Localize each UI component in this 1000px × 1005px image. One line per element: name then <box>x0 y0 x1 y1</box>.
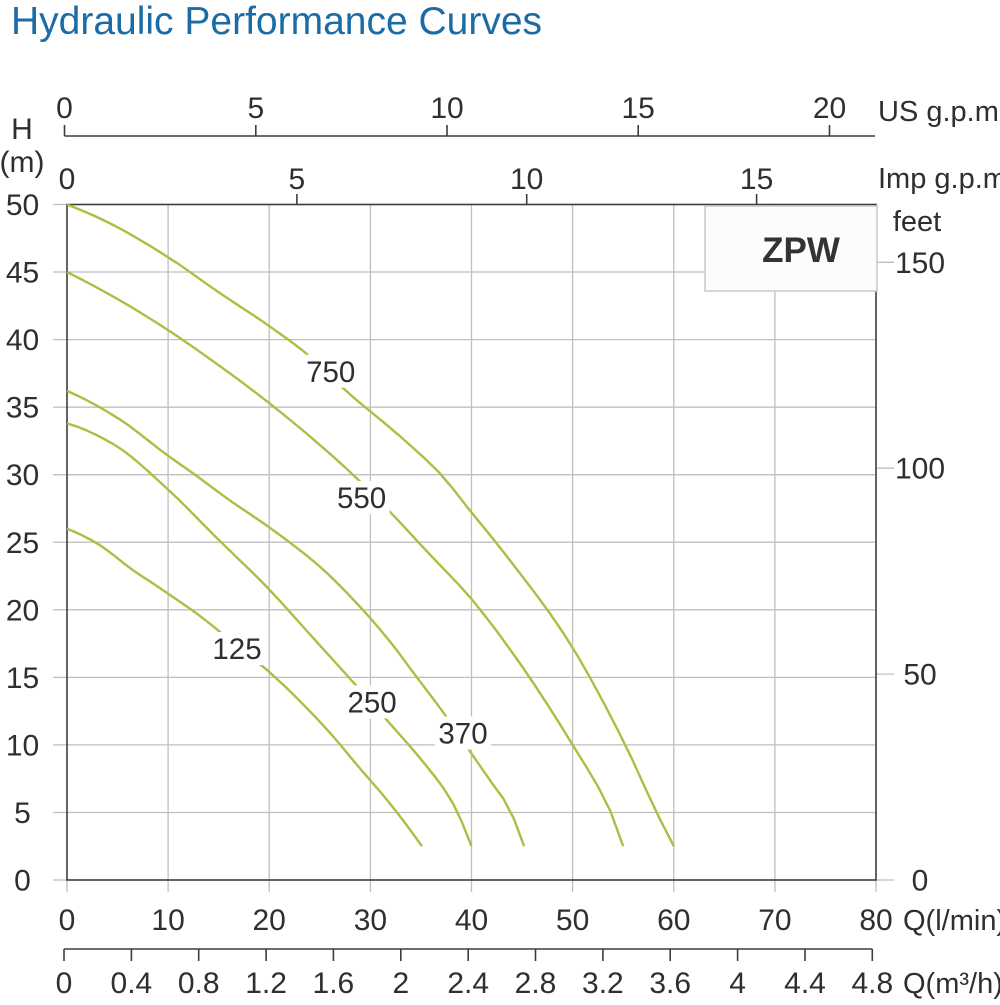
svg-text:0.4: 0.4 <box>111 967 153 1000</box>
svg-text:10: 10 <box>151 904 184 937</box>
svg-text:10: 10 <box>430 92 463 125</box>
svg-text:0: 0 <box>912 865 929 898</box>
svg-text:5: 5 <box>14 797 31 830</box>
svg-text:40: 40 <box>455 904 488 937</box>
svg-text:0.8: 0.8 <box>178 967 220 1000</box>
svg-text:0: 0 <box>56 92 73 125</box>
svg-text:0: 0 <box>56 967 73 1000</box>
svg-text:2: 2 <box>392 967 409 1000</box>
svg-text:0: 0 <box>14 865 31 898</box>
svg-text:15: 15 <box>740 163 773 196</box>
svg-text:370: 370 <box>438 718 487 751</box>
svg-text:4.8: 4.8 <box>851 967 893 1000</box>
svg-text:(m): (m) <box>0 146 44 179</box>
svg-text:50: 50 <box>903 659 936 692</box>
svg-text:1.2: 1.2 <box>245 967 287 1000</box>
svg-text:250: 250 <box>347 687 396 720</box>
svg-text:125: 125 <box>212 633 261 666</box>
svg-text:15: 15 <box>6 662 39 695</box>
svg-text:5: 5 <box>289 163 306 196</box>
svg-text:H: H <box>11 113 33 146</box>
svg-text:1.6: 1.6 <box>313 967 355 1000</box>
svg-text:70: 70 <box>758 904 791 937</box>
svg-text:4: 4 <box>729 967 746 1000</box>
svg-text:750: 750 <box>306 356 355 389</box>
svg-text:550: 550 <box>337 482 386 515</box>
svg-text:10: 10 <box>6 729 39 762</box>
svg-text:100: 100 <box>895 453 945 486</box>
svg-text:15: 15 <box>622 92 655 125</box>
svg-text:30: 30 <box>6 459 39 492</box>
svg-text:Q(l/min): Q(l/min) <box>903 905 1000 937</box>
svg-text:0: 0 <box>59 904 76 937</box>
svg-text:US g.p.m: US g.p.m <box>878 96 999 128</box>
svg-text:Imp g.p.m: Imp g.p.m <box>878 163 1000 195</box>
svg-text:50: 50 <box>6 189 39 222</box>
svg-text:25: 25 <box>6 527 39 560</box>
svg-text:ZPW: ZPW <box>762 231 840 270</box>
svg-text:60: 60 <box>657 904 690 937</box>
svg-text:40: 40 <box>6 324 39 357</box>
svg-text:30: 30 <box>354 904 387 937</box>
svg-text:2.8: 2.8 <box>515 967 557 1000</box>
svg-text:5: 5 <box>247 92 264 125</box>
svg-text:2.4: 2.4 <box>447 967 489 1000</box>
svg-text:50: 50 <box>556 904 589 937</box>
svg-text:0: 0 <box>59 163 76 196</box>
svg-text:45: 45 <box>6 257 39 290</box>
svg-text:20: 20 <box>813 92 846 125</box>
svg-text:80: 80 <box>859 904 892 937</box>
svg-text:20: 20 <box>6 594 39 627</box>
svg-text:4.4: 4.4 <box>784 967 826 1000</box>
svg-text:3.6: 3.6 <box>649 967 691 1000</box>
svg-text:Q(m³/h): Q(m³/h) <box>903 968 1000 1000</box>
svg-text:35: 35 <box>6 392 39 425</box>
svg-text:20: 20 <box>253 904 286 937</box>
svg-text:3.2: 3.2 <box>582 967 624 1000</box>
svg-text:10: 10 <box>510 163 543 196</box>
svg-text:feet: feet <box>893 206 941 238</box>
svg-text:150: 150 <box>895 247 945 280</box>
